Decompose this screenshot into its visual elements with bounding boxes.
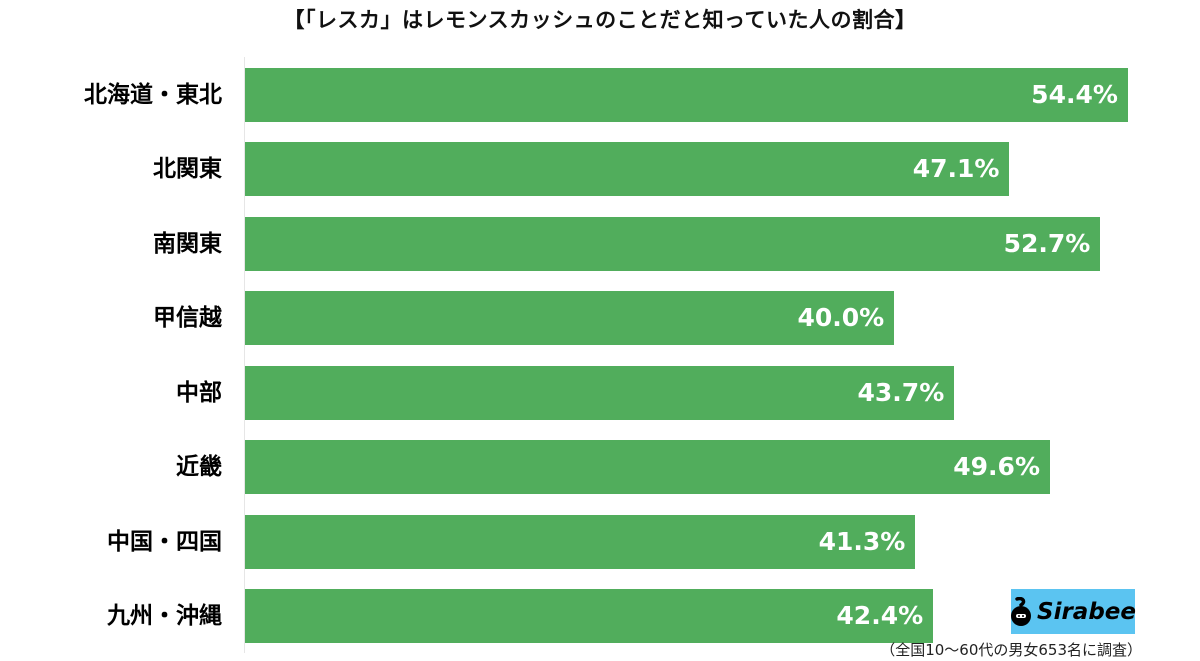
bar: 49.6%	[245, 440, 1050, 494]
bar-row: 甲信越 40.0%	[0, 291, 1200, 345]
sirabee-mark-icon	[1010, 596, 1032, 627]
category-label: 中国・四国	[107, 529, 222, 555]
value-label: 47.1%	[912, 154, 1000, 183]
category-label: 北海道・東北	[84, 82, 222, 108]
survey-footnote: （全国10〜60代の男女653名に調査）	[880, 641, 1142, 659]
value-label: 42.4%	[836, 601, 924, 630]
value-label: 40.0%	[797, 303, 885, 332]
category-label: 九州・沖縄	[107, 603, 222, 629]
sirabee-logo: Sirabee	[1010, 589, 1136, 634]
chart-title: 【「レスカ」はレモンスカッシュのことだと知っていた人の割合】	[283, 8, 917, 32]
bar: 54.4%	[245, 68, 1128, 122]
value-label: 43.7%	[857, 378, 945, 407]
bar-row: 南関東 52.7%	[0, 217, 1200, 271]
bar-row: 中国・四国 41.3%	[0, 515, 1200, 569]
bar: 42.4%	[245, 589, 934, 643]
bar: 47.1%	[245, 142, 1010, 196]
bar: 41.3%	[245, 515, 916, 569]
bar: 40.0%	[245, 291, 895, 345]
value-label: 54.4%	[1031, 80, 1118, 109]
category-label: 近畿	[176, 454, 222, 480]
bar-row: 北関東 47.1%	[0, 142, 1200, 196]
value-label: 41.3%	[818, 527, 906, 556]
bar-row: 九州・沖縄 42.4%	[0, 589, 1200, 643]
category-label: 北関東	[153, 156, 222, 182]
bar-row: 北海道・東北 54.4%	[0, 68, 1200, 122]
bar: 52.7%	[245, 217, 1101, 271]
logo-text: Sirabee	[1037, 598, 1136, 625]
category-label: 南関東	[153, 231, 222, 257]
bar: 43.7%	[245, 366, 955, 420]
category-label: 中部	[176, 380, 222, 406]
bar-row: 近畿 49.6%	[0, 440, 1200, 494]
bar-row: 中部 43.7%	[0, 366, 1200, 420]
y-axis-line	[244, 57, 245, 653]
value-label: 52.7%	[1003, 229, 1091, 258]
category-label: 甲信越	[153, 305, 222, 331]
value-label: 49.6%	[953, 452, 1040, 481]
